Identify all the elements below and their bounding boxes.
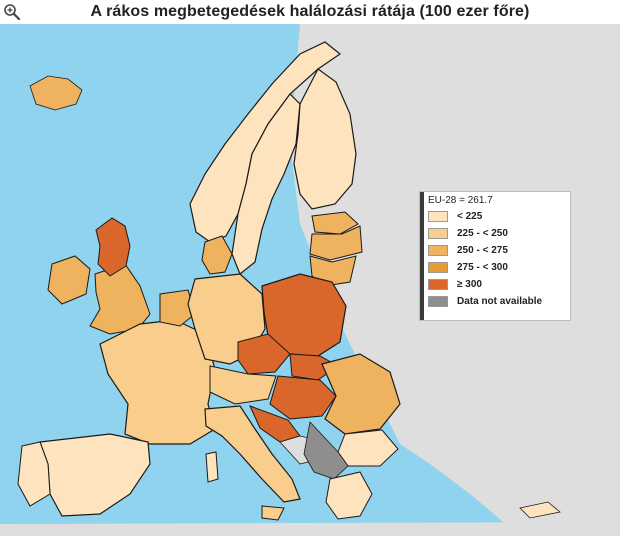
legend-swatch (428, 227, 448, 239)
map-title: A rákos megbetegedések halálozási rátája… (90, 3, 530, 20)
region-iceland[interactable] (29, 75, 83, 111)
legend: EU-28 = 261.7 < 225 225 - < 250 250 - < 27… (419, 191, 571, 321)
region-portugal[interactable] (17, 441, 51, 507)
region-greece[interactable] (325, 471, 373, 520)
region-romania[interactable] (321, 353, 401, 435)
legend-swatch (428, 244, 448, 256)
legend-item[interactable]: 225 - < 250 (428, 226, 568, 240)
legend-label: ≥ 300 (457, 278, 482, 290)
region-scotland[interactable] (95, 217, 131, 277)
legend-label: 275 - < 300 (457, 261, 508, 273)
legend-swatch (428, 261, 448, 273)
non-eu-land-south (0, 522, 620, 536)
legend-item[interactable]: Data not available (428, 294, 568, 308)
region-italy[interactable] (204, 405, 301, 503)
region-czechia[interactable] (237, 333, 291, 375)
legend-swatch (428, 210, 448, 222)
legend-swatch (428, 278, 448, 290)
region-hungary[interactable] (269, 375, 337, 420)
region-latvia[interactable] (309, 225, 363, 261)
legend-item[interactable]: ≥ 300 (428, 277, 568, 291)
region-denmark[interactable] (201, 235, 233, 275)
region-estonia[interactable] (311, 211, 359, 235)
legend-label: < 225 (457, 210, 483, 222)
legend-label: 250 - < 275 (457, 244, 508, 256)
region-sicily[interactable] (261, 505, 285, 521)
region-finland[interactable] (293, 68, 357, 210)
region-lithuania[interactable] (309, 255, 357, 287)
legend-label: 225 - < 250 (457, 227, 508, 239)
legend-header: EU-28 = 261.7 (428, 195, 493, 206)
zoom-in-icon[interactable] (3, 3, 21, 21)
legend-item[interactable]: 275 - < 300 (428, 260, 568, 274)
region-ireland[interactable] (47, 255, 91, 305)
region-austria[interactable] (209, 365, 277, 405)
region-cyprus[interactable] (519, 501, 561, 519)
legend-item[interactable]: 250 - < 275 (428, 243, 568, 257)
region-norway[interactable] (189, 41, 342, 243)
region-sardinia[interactable] (205, 451, 219, 483)
region-poland[interactable] (261, 273, 347, 357)
legend-swatch (428, 295, 448, 307)
title-bar: A rákos megbetegedések halálozási rátája… (0, 0, 620, 24)
region-benelux[interactable] (159, 289, 196, 327)
map-area[interactable]: EU-28 = 261.7 < 225 225 - < 250 250 - < 27… (0, 24, 620, 536)
legend-item[interactable]: < 225 (428, 209, 568, 223)
legend-accent-bar (420, 192, 424, 320)
region-sweden[interactable] (231, 93, 301, 275)
legend-label: Data not available (457, 295, 543, 307)
